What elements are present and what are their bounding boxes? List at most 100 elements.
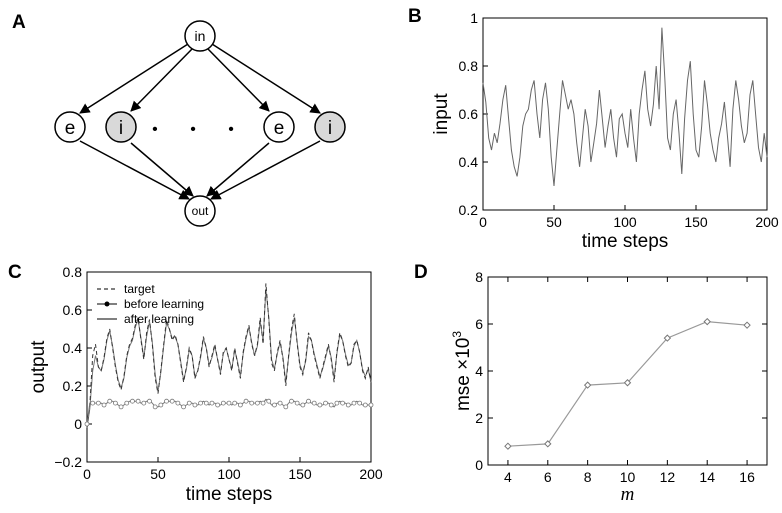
before-learning-marker xyxy=(277,400,283,406)
before-learning-marker xyxy=(317,402,323,408)
x-tick-label: 10 xyxy=(620,469,636,485)
edge-in-e1 xyxy=(79,43,189,114)
x-axis-label: m xyxy=(621,484,635,505)
x-tick-label: 150 xyxy=(288,466,312,482)
y-axis-label: mse ×103 xyxy=(450,331,474,411)
before-learning-marker xyxy=(124,400,130,406)
x-tick-label: 200 xyxy=(755,214,779,230)
before-learning-marker xyxy=(283,404,289,410)
x-tick-label: 16 xyxy=(739,469,755,485)
output-node xyxy=(184,195,216,227)
y-tick-label: 0.6 xyxy=(459,106,479,122)
before-learning-marker xyxy=(300,402,306,408)
before-learning-marker xyxy=(232,400,238,406)
before-learning-marker xyxy=(164,398,169,404)
input-node-label: in xyxy=(195,28,206,44)
before-learning-marker xyxy=(186,400,192,406)
panel-letter-b: B xyxy=(408,6,422,27)
before-learning-marker xyxy=(215,402,221,408)
y-tick-label: −0.2 xyxy=(54,454,82,470)
before-learning-marker xyxy=(272,402,277,408)
mse-point xyxy=(583,381,592,389)
excitatory-node-1 xyxy=(54,111,86,143)
y-tick-label: 1 xyxy=(470,10,478,26)
y-tick-label: 0.2 xyxy=(63,378,83,394)
panel-letter-d: D xyxy=(414,262,428,283)
x-tick-label: 8 xyxy=(584,469,592,485)
x-tick-label: 0 xyxy=(83,466,91,482)
legend-marker-before xyxy=(104,301,110,307)
y-tick-label: 0 xyxy=(475,457,483,473)
input-chart: 0 50 100 150 200 0.2 0.4 0.6 0.8 1 time steps input xyxy=(431,10,779,252)
before-learning-marker xyxy=(107,398,113,404)
y-axis-label: output xyxy=(28,340,49,394)
before-learning-marker xyxy=(368,402,374,408)
y-tick-label: 8 xyxy=(475,269,483,285)
before-learning-marker xyxy=(266,398,272,404)
mse-point xyxy=(504,442,512,450)
panel-letter-c: C xyxy=(8,262,22,283)
before-learning-marker xyxy=(203,400,209,406)
edge-i2-out xyxy=(210,140,321,200)
x-tick-label: 100 xyxy=(613,214,637,230)
before-learning-marker xyxy=(226,400,232,406)
y-tick-label: 0 xyxy=(74,416,82,432)
before-learning-marker xyxy=(141,400,147,406)
plot-frame xyxy=(487,276,768,466)
before-learning-marker xyxy=(345,402,351,408)
y-tick-label: 4 xyxy=(475,363,483,379)
mse-chart: 4 6 8 10 12 14 16 0 2 4 6 8 m mse ×103 xyxy=(450,269,768,505)
mse-point xyxy=(544,440,552,448)
y-tick-label: 0.4 xyxy=(63,340,83,356)
before-learning-marker xyxy=(289,398,294,404)
before-learning-marker xyxy=(181,404,186,410)
x-tick-label: 14 xyxy=(699,469,715,485)
before-learning-marker xyxy=(84,421,90,427)
before-learning-marker xyxy=(198,400,204,406)
y-tick-label: 0.8 xyxy=(459,58,479,74)
x-axis-label: time steps xyxy=(186,484,273,505)
output-chart: 0 50 100 150 200−0.200.20.40.60.8targetbefor… xyxy=(28,264,383,505)
panel-letter-a: A xyxy=(12,12,26,33)
before-learning-marker xyxy=(169,398,175,404)
before-learning-marker xyxy=(135,398,141,404)
edge-i1-out xyxy=(130,142,194,197)
mse-point xyxy=(663,334,672,342)
input-series-line xyxy=(482,27,768,187)
before-learning-marker xyxy=(311,400,317,406)
legend-label-target: target xyxy=(124,282,155,296)
input-node xyxy=(184,20,216,52)
before-learning-marker xyxy=(118,404,124,410)
excitatory-node-1-label: e xyxy=(65,118,76,139)
mse-point xyxy=(623,379,632,387)
mse-point xyxy=(703,317,711,326)
x-tick-label: 200 xyxy=(359,466,383,482)
before-learning-marker xyxy=(152,404,158,410)
x-tick-label: 6 xyxy=(544,469,552,485)
before-learning-marker xyxy=(237,402,243,408)
before-learning-marker xyxy=(254,400,260,406)
inhibitory-node-1 xyxy=(105,111,137,143)
before-learning-marker xyxy=(209,400,215,406)
x-tick-label: 12 xyxy=(660,469,676,485)
edge-e1-out xyxy=(79,140,190,200)
before-learning-marker xyxy=(334,400,340,406)
before-learning-marker xyxy=(243,398,249,404)
before-learning-marker xyxy=(158,402,164,408)
legend-label-before: before learning xyxy=(124,297,204,311)
x-tick-label: 4 xyxy=(504,469,512,485)
y-tick-label: 0.6 xyxy=(63,302,83,318)
edge-e2-out xyxy=(206,142,270,197)
edge-in-i2 xyxy=(211,43,321,114)
before-learning-marker xyxy=(306,398,311,404)
x-tick-label: 150 xyxy=(684,214,708,230)
before-learning-marker xyxy=(95,400,101,406)
x-tick-label: 50 xyxy=(546,214,562,230)
mse-point xyxy=(743,321,751,329)
before-learning-marker xyxy=(294,400,300,406)
x-tick-label: 50 xyxy=(150,466,166,482)
before-learning-marker xyxy=(147,398,152,404)
x-axis-label: time steps xyxy=(582,231,669,252)
inhibitory-node-2-label: i xyxy=(328,118,332,139)
